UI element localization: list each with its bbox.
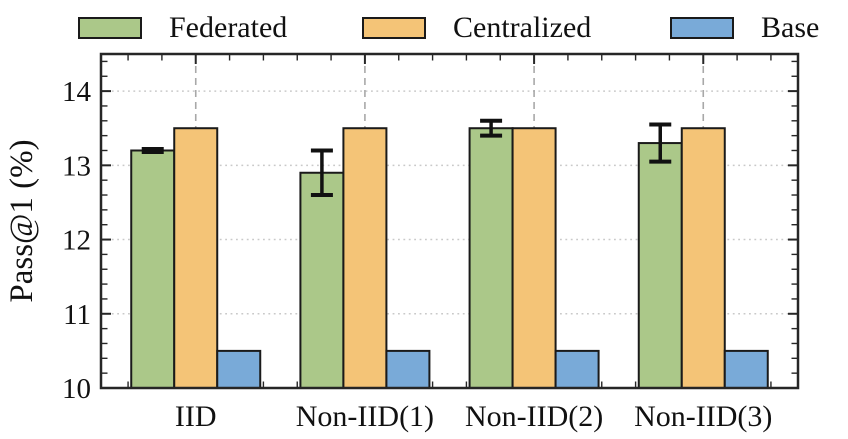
x-tick-label: Non-IID(2) bbox=[465, 400, 603, 433]
bar-base-non-iid(3) bbox=[723, 349, 769, 389]
legend-label-federated: Federated bbox=[169, 11, 288, 44]
centralized-swatch bbox=[362, 16, 426, 39]
legend-label-base: Base bbox=[761, 11, 820, 44]
bar-federated-non-iid(1) bbox=[299, 171, 345, 389]
y-tick-label: 12 bbox=[62, 225, 91, 257]
x-tick-label: IID bbox=[175, 400, 217, 433]
y-tick-label: 10 bbox=[62, 373, 91, 405]
bar-centralized-iid bbox=[173, 127, 219, 389]
legend-label-centralized: Centralized bbox=[453, 11, 592, 44]
bar-base-non-iid(2) bbox=[554, 349, 600, 389]
plot-border bbox=[99, 52, 800, 390]
bar-centralized-non-iid(2) bbox=[511, 127, 557, 389]
base-swatch bbox=[670, 16, 734, 39]
bar-centralized-non-iid(3) bbox=[680, 127, 726, 389]
legend-item-base: Base bbox=[670, 11, 819, 44]
legend-item-federated: Federated bbox=[78, 11, 287, 44]
y-axis-label: Pass@1 (%) bbox=[4, 139, 40, 302]
y-tick-label: 13 bbox=[62, 150, 91, 182]
bar-centralized-non-iid(1) bbox=[342, 127, 388, 389]
y-tick-label: 11 bbox=[63, 299, 91, 331]
bar-base-non-iid(1) bbox=[385, 349, 431, 389]
legend-item-centralized: Centralized bbox=[362, 11, 591, 44]
bar-federated-non-iid(3) bbox=[637, 142, 683, 389]
y-tick-label: 14 bbox=[62, 76, 92, 108]
federated-swatch bbox=[78, 16, 142, 39]
bar-federated-iid bbox=[130, 149, 176, 389]
bar-federated-non-iid(2) bbox=[468, 127, 514, 389]
x-tick-label: Non-IID(3) bbox=[634, 400, 772, 433]
bar-base-iid bbox=[216, 349, 262, 389]
x-tick-label: Non-IID(1) bbox=[296, 400, 434, 433]
